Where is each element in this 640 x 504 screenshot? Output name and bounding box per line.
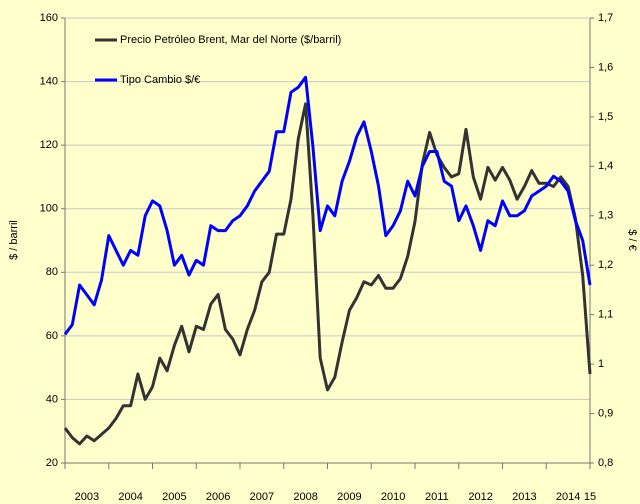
series-line (63, 75, 592, 336)
y-tick-label: 40 (46, 393, 58, 405)
x-tick-label: 15 (584, 491, 596, 503)
x-tick-label: 2007 (250, 491, 274, 503)
y-tick-label: 20 (46, 457, 58, 469)
y2-tick-label: 1,5 (598, 111, 613, 123)
x-tick-label: 2010 (381, 491, 405, 503)
legend-label: Tipo Cambio $/€ (120, 74, 200, 86)
y-tick-label: 100 (40, 203, 58, 215)
y-tick-label: 60 (46, 330, 58, 342)
y2-tick-label: 0,8 (598, 457, 613, 469)
y-tick-label: 140 (40, 75, 58, 87)
y-tick-label: 120 (40, 139, 58, 151)
y2-tick-label: 1,3 (598, 210, 613, 222)
y2-tick-label: 0,9 (598, 407, 613, 419)
x-tick-label: 2011 (425, 491, 449, 503)
legend-label: Precio Petróleo Brent, Mar del Norte ($/… (120, 34, 341, 46)
x-tick-label: 2014 (556, 491, 580, 503)
x-tick-label: 2009 (337, 491, 361, 503)
y2-tick-label: 1,4 (598, 160, 613, 172)
y-tick-label: 160 (40, 12, 58, 24)
y2-tick-label: 1,6 (598, 61, 613, 73)
series-line (63, 102, 592, 446)
x-tick-label: 2013 (512, 491, 536, 503)
y-tick-label: 80 (46, 266, 58, 278)
x-tick-label: 2004 (118, 491, 142, 503)
x-tick-label: 2003 (75, 491, 99, 503)
x-tick-label: 2006 (206, 491, 230, 503)
y2-axis-label: $ / € (626, 229, 638, 250)
y2-tick-label: 1 (598, 358, 604, 370)
y2-tick-label: 1,7 (598, 12, 613, 24)
y2-tick-label: 1,1 (598, 309, 613, 321)
y-axis-label: $ / barril (8, 220, 20, 260)
y2-tick-label: 1,2 (598, 259, 613, 271)
x-tick-label: 2012 (468, 491, 492, 503)
x-tick-label: 2005 (162, 491, 186, 503)
x-tick-label: 2008 (293, 491, 317, 503)
